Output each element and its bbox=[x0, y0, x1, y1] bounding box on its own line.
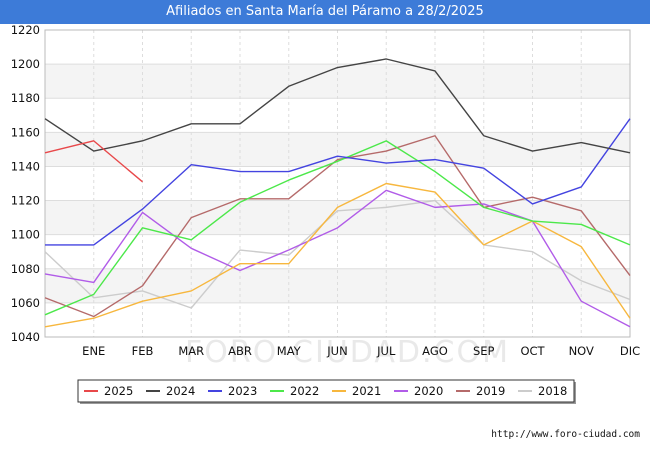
series-lines bbox=[44, 58, 631, 328]
source-url: http://www.foro-ciudad.com bbox=[491, 429, 640, 440]
x-tick-label: NOV bbox=[569, 344, 594, 358]
y-axis: 1040 1060 1080 1100 1120 1140 1160 1180 1200 1220 bbox=[11, 23, 40, 344]
chart-title: Afiliados en Santa María del Páramo a 28… bbox=[0, 0, 650, 24]
legend-label-2019: 2019 bbox=[476, 384, 505, 398]
legend: 2025 2024 2023 2022 2021 2020 2019 2018 bbox=[77, 379, 576, 404]
y-tick-label: 1200 bbox=[11, 57, 40, 71]
series-line-2024 bbox=[44, 58, 631, 154]
legend-box bbox=[77, 379, 575, 403]
legend-label-2025: 2025 bbox=[104, 384, 133, 398]
legend-label-2022: 2022 bbox=[290, 384, 319, 398]
series-line-2019 bbox=[44, 135, 631, 318]
plot-border bbox=[44, 29, 631, 338]
series-line-2025 bbox=[44, 140, 143, 183]
legend-label-2021: 2021 bbox=[352, 384, 381, 398]
y-tick-label: 1060 bbox=[11, 296, 40, 310]
grid-lines bbox=[44, 29, 631, 338]
y-tick-label: 1220 bbox=[11, 23, 40, 37]
x-tick-label: DIC bbox=[620, 344, 640, 358]
y-tick-label: 1180 bbox=[11, 91, 40, 105]
x-tick-label: ENE bbox=[82, 344, 105, 358]
legend-label-2024: 2024 bbox=[166, 384, 195, 398]
x-tick-label: JUN bbox=[326, 344, 347, 358]
watermark: FORO-CIUDAD.COM bbox=[185, 335, 510, 370]
plot-band bbox=[45, 64, 630, 99]
plot-band bbox=[45, 166, 630, 201]
x-tick-label: MAY bbox=[277, 344, 302, 358]
legend-label-2023: 2023 bbox=[228, 384, 257, 398]
legend-label-2020: 2020 bbox=[414, 384, 443, 398]
x-tick-label: OCT bbox=[520, 344, 545, 358]
x-tick-label: FEB bbox=[132, 344, 154, 358]
x-tick-label: MAR bbox=[178, 344, 204, 358]
series-line-2018 bbox=[44, 199, 631, 309]
x-axis: ENE FEB MAR ABR MAY JUN JUL AGO SEP OCT NOV DIC bbox=[82, 344, 640, 358]
y-tick-label: 1160 bbox=[11, 125, 40, 139]
plot-band bbox=[45, 234, 630, 269]
plot-band bbox=[45, 268, 630, 303]
y-tick-label: 1100 bbox=[11, 228, 40, 242]
series-line-2022 bbox=[44, 140, 631, 316]
x-tick-label: ABR bbox=[228, 344, 252, 358]
x-tick-label: JUL bbox=[376, 344, 396, 358]
y-tick-label: 1040 bbox=[11, 330, 40, 344]
y-tick-label: 1080 bbox=[11, 262, 40, 276]
plot-band bbox=[45, 30, 630, 65]
y-tick-label: 1120 bbox=[11, 194, 40, 208]
x-tick-label: AGO bbox=[422, 344, 448, 358]
series-line-2023 bbox=[45, 118, 631, 246]
legend-label-2018: 2018 bbox=[538, 384, 567, 398]
y-tick-label: 1140 bbox=[11, 159, 40, 173]
x-tick-label: SEP bbox=[473, 344, 495, 358]
